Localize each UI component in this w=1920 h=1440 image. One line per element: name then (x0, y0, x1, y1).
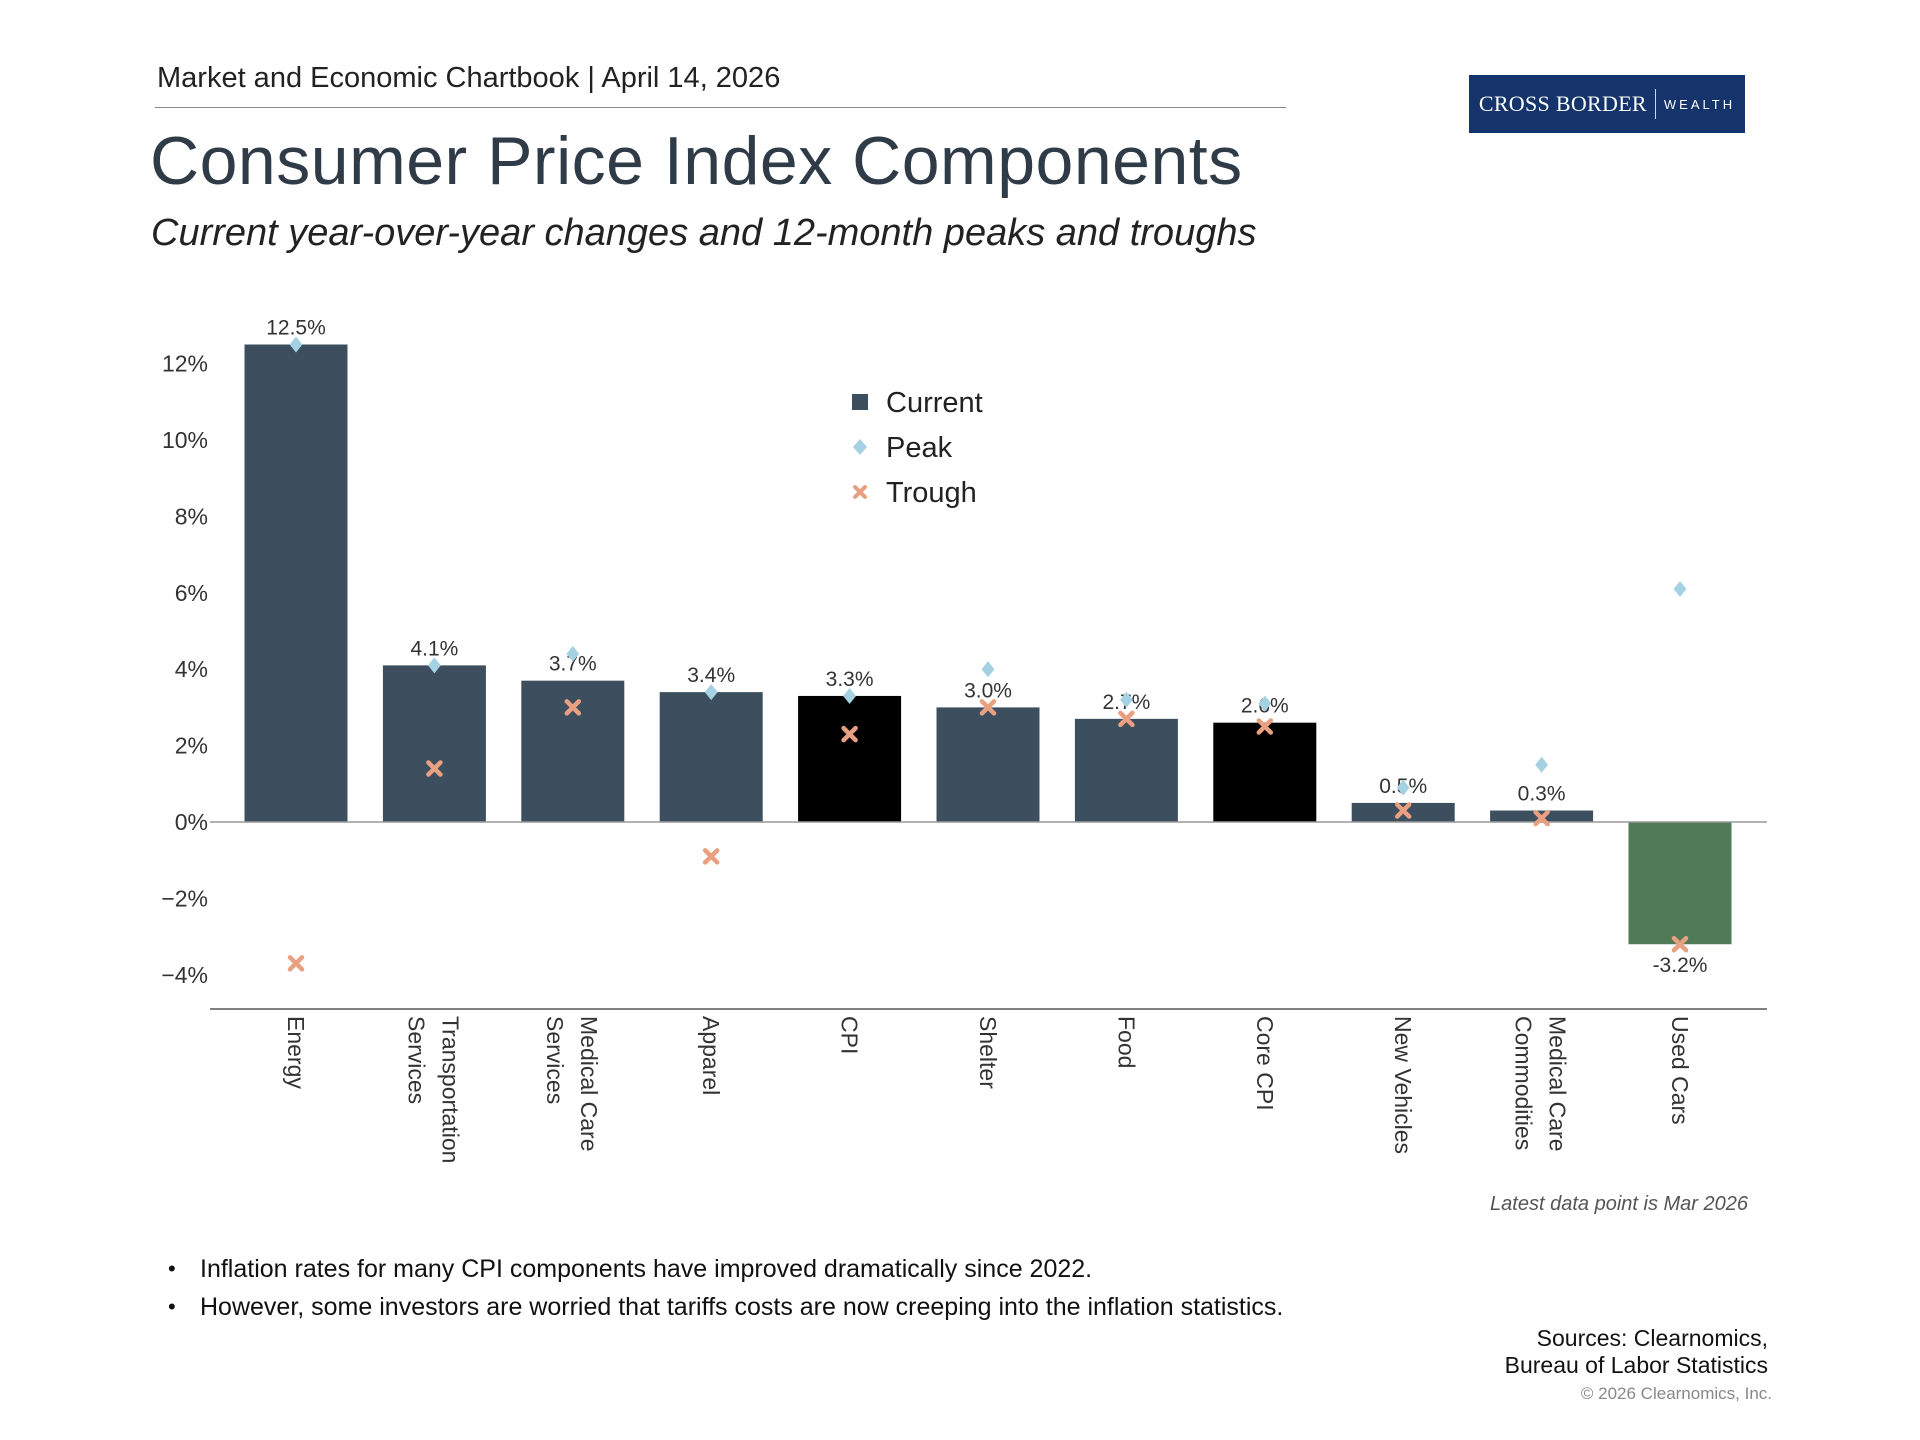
bullet-item: • Inflation rates for many CPI components… (165, 1250, 1283, 1288)
peak-marker (1673, 580, 1687, 597)
x-category-label: New Vehicles (1390, 1016, 1416, 1154)
peak-marker (566, 645, 580, 662)
logo-sub-text: WEALTH (1663, 96, 1736, 112)
bar-apparel (659, 692, 763, 822)
chartbook-header: Market and Economic Chartbook | April 14… (157, 62, 781, 94)
bar-food (1074, 718, 1178, 822)
bullet-text: Inflation rates for many CPI components … (200, 1255, 1093, 1283)
bar-core-cpi (1213, 722, 1317, 822)
sources-line-2: Bureau of Labor Statistics (1504, 1352, 1768, 1378)
trough-marker (1394, 802, 1412, 819)
bar-energy (244, 344, 348, 822)
peak-marker (428, 657, 441, 674)
bar-used-cars (1628, 822, 1732, 945)
y-tick-label: 4% (175, 656, 208, 682)
trough-marker (287, 955, 305, 972)
legend-label: Current (886, 387, 983, 419)
peak-marker (1396, 779, 1410, 796)
logo-separator (1654, 89, 1656, 119)
trough-marker (1256, 718, 1274, 735)
y-tick-label: −4% (161, 962, 208, 988)
bar-medical-care-services (521, 680, 625, 822)
page-subtitle: Current year-over-year changes and 12-mo… (151, 212, 1257, 254)
y-tick-label: 6% (175, 580, 208, 606)
data-label: 12.5% (266, 317, 326, 340)
data-label: 4.1% (410, 637, 458, 660)
latest-data-note: Latest data point is Mar 2026 (1490, 1193, 1748, 1215)
x-category-label: Used Cars (1667, 1016, 1693, 1125)
bar-transportation-services (382, 665, 486, 822)
peak-marker (289, 336, 303, 353)
legend-current-swatch (852, 394, 868, 410)
peak-marker (1535, 756, 1548, 773)
data-label: -3.2% (1653, 954, 1708, 977)
peak-marker (843, 687, 856, 704)
sources: Sources: Clearnomics, Bureau of Labor St… (1505, 1325, 1768, 1379)
peak-marker (981, 661, 995, 678)
y-tick-label: 8% (175, 503, 208, 529)
x-category-label: Services (403, 1016, 429, 1104)
x-category-label: Shelter (975, 1016, 1001, 1089)
x-category-label: Apparel (698, 1016, 724, 1095)
data-label: 3.0% (964, 679, 1012, 702)
x-category-label: Transportation (437, 1016, 463, 1163)
page-title: Consumer Price Index Components (150, 123, 1243, 199)
legend-label: Peak (886, 432, 953, 464)
logo-main-text: CROSS BORDER (1478, 91, 1647, 116)
copyright: © 2026 Clearnomics, Inc. (1580, 1384, 1772, 1403)
x-category-label: Core CPI (1252, 1016, 1278, 1111)
peak-marker (1120, 691, 1133, 708)
y-tick-label: 10% (162, 427, 208, 453)
trough-marker (979, 699, 997, 716)
y-tick-label: 0% (175, 809, 208, 835)
x-category-label: Commodities (1511, 1016, 1537, 1150)
legend-trough-x-icon (853, 485, 867, 499)
cross-border-wealth-logo: CROSS BORDER WEALTH (1469, 75, 1745, 133)
trough-marker (841, 725, 858, 743)
y-tick-label: −2% (161, 885, 208, 911)
bullet-list: • Inflation rates for many CPI components… (165, 1250, 1283, 1326)
legend-label: Trough (886, 477, 977, 509)
data-label: 3.7% (549, 653, 597, 676)
sources-line-1: Sources: Clearnomics, (1536, 1325, 1768, 1351)
trough-marker (564, 699, 582, 716)
trough-marker (426, 760, 443, 777)
peak-marker (704, 684, 718, 701)
data-label: 3.3% (826, 668, 874, 691)
data-label: 0.3% (1518, 783, 1566, 806)
trough-marker (702, 848, 720, 865)
x-category-label: Medical Care (576, 1016, 602, 1152)
x-category-label: Food (1113, 1016, 1139, 1068)
x-category-label: Medical Care (1545, 1016, 1571, 1152)
bullet-text: However, some investors are worried that… (200, 1293, 1284, 1321)
trough-marker (1533, 809, 1550, 827)
y-tick-label: 12% (162, 351, 208, 377)
bullet-item: • However, some investors are worried tha… (165, 1288, 1283, 1326)
header-divider (155, 107, 1286, 108)
x-category-label: CPI (837, 1016, 863, 1054)
bar-cpi (798, 695, 902, 822)
data-label: 3.4% (687, 664, 735, 687)
x-category-label: Energy (283, 1016, 309, 1089)
trough-marker (1118, 710, 1135, 728)
legend-peak-diamond-icon (853, 439, 867, 455)
y-tick-label: 2% (175, 733, 208, 759)
x-category-label: Services (542, 1016, 568, 1104)
bar-shelter (936, 707, 1040, 822)
peak-marker (1258, 695, 1272, 712)
trough-marker (1671, 935, 1689, 953)
bullet-icon: • (168, 1256, 176, 1281)
bullet-icon: • (168, 1294, 176, 1319)
